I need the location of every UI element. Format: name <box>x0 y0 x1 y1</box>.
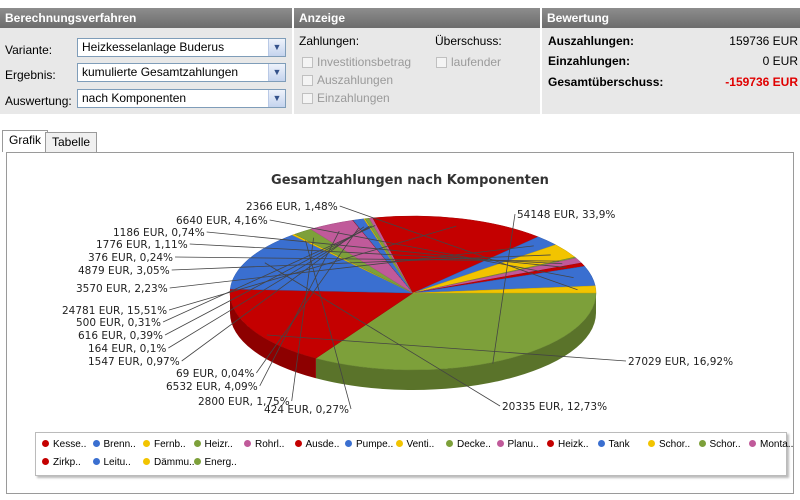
auszahlungen-label: Auszahlungen <box>317 73 394 87</box>
legend-item: Fernb.. <box>143 438 186 452</box>
legend-item: Monta.. <box>749 438 793 452</box>
chevron-down-icon[interactable]: ▼ <box>268 90 285 107</box>
legend-swatch <box>395 440 403 447</box>
legend-label: Planu.. <box>507 439 539 450</box>
legend-label: Decke.. <box>457 439 491 450</box>
zahlungen-label: Zahlungen: <box>299 34 360 48</box>
chart-legend: Kesse.. Brenn.. Fernb.. Heizr.. Rohrl.. Ausde… <box>35 432 793 476</box>
legend-label: Heizk.. <box>558 439 589 450</box>
legend-item: Rohrl.. <box>244 438 284 452</box>
legend-item: Venti.. <box>395 438 435 452</box>
auswertung-select[interactable]: nach Komponenten ▼ <box>77 89 286 108</box>
legend-label: Rohrl.. <box>255 439 285 450</box>
ueberschuss-label: Überschuss: <box>435 34 502 48</box>
legend-label: Zirkp.. <box>53 457 81 468</box>
laufender-label: laufender <box>451 55 502 69</box>
legend-item: Zirkp.. <box>42 456 81 470</box>
section-header-berechnung: Berechnungsverfahren <box>0 8 292 28</box>
tab-grafik[interactable]: Grafik <box>2 130 49 152</box>
legend-item: Pumpe.. <box>345 438 393 452</box>
auszahlungen-checkbox[interactable]: Auszahlungen <box>302 73 393 89</box>
auszahlungen-total-label: Auszahlungen: <box>548 34 634 48</box>
legend-label: Ausde.. <box>305 439 340 450</box>
chevron-down-icon[interactable]: ▼ <box>268 39 285 56</box>
legend-swatch <box>143 440 150 447</box>
legend-swatch <box>244 440 251 447</box>
ergebnis-value: kumulierte Gesamtzahlungen <box>82 65 239 79</box>
legend-swatch <box>597 440 605 447</box>
legend-label: Dämmu.. <box>154 457 195 468</box>
legend-swatch <box>749 440 756 447</box>
legend-label: Schor.. <box>659 439 691 450</box>
legend-swatch <box>648 440 655 447</box>
legend-item: Heizk.. <box>547 438 589 452</box>
variante-label: Variante: <box>5 43 53 57</box>
auswertung-label: Auswertung: <box>5 94 72 108</box>
legend-item: Decke.. <box>446 438 491 452</box>
variante-value: Heizkesselanlage Buderus <box>82 40 225 54</box>
legend-item: Ausde.. <box>294 438 340 452</box>
legend-item: Dämmu.. <box>143 456 195 470</box>
anzeige-panel: Zahlungen: Überschuss: Investitionsbetra… <box>294 28 540 114</box>
einzahlungen-total-label: Einzahlungen: <box>548 54 630 68</box>
legend-swatch <box>92 458 100 465</box>
legend-item: Leitu.. <box>92 456 131 470</box>
section-header-bewertung: Bewertung <box>542 8 800 28</box>
legend-label: Energ.. <box>204 457 237 468</box>
legend-swatch <box>92 440 100 447</box>
legend-swatch <box>143 458 150 465</box>
legend-label: Monta.. <box>760 439 794 450</box>
legend-item: Brenn.. <box>92 438 136 452</box>
berechnung-panel: Variante: Heizkesselanlage Buderus ▼ Erg… <box>0 28 292 114</box>
variante-select[interactable]: Heizkesselanlage Buderus ▼ <box>77 38 286 57</box>
legend-swatch <box>42 440 49 447</box>
legend-item: Schor.. <box>698 438 741 452</box>
legend-swatch <box>193 440 201 447</box>
legend-swatch <box>42 458 49 465</box>
legend-label: Fernb.. <box>154 439 186 450</box>
chevron-down-icon[interactable]: ▼ <box>268 64 285 81</box>
legend-item: Tank <box>597 438 630 452</box>
einzahlungen-total-value: 0 EUR <box>762 54 798 68</box>
legend-swatch <box>547 440 554 447</box>
legend-swatch <box>698 440 706 447</box>
legend-item: Heizr.. <box>193 438 233 452</box>
auswertung-value: nach Komponenten <box>82 91 187 105</box>
legend-label: Leitu.. <box>103 457 131 468</box>
auszahlungen-total-value: 159736 EUR <box>729 34 798 48</box>
legend-label: Brenn.. <box>103 439 136 450</box>
einzahlungen-checkbox[interactable]: Einzahlungen <box>302 91 390 107</box>
legend-swatch <box>345 440 352 447</box>
legend-item: Kesse.. <box>42 438 86 452</box>
laufender-checkbox[interactable]: laufender <box>436 55 501 71</box>
legend-item: Planu.. <box>496 438 539 452</box>
ergebnis-label: Ergebnis: <box>5 68 56 82</box>
legend-label: Kesse.. <box>53 439 87 450</box>
legend-swatch <box>496 440 504 447</box>
legend-swatch <box>294 440 302 447</box>
legend-label: Heizr.. <box>204 439 233 450</box>
legend-label: Venti.. <box>406 439 435 450</box>
legend-label: Tank <box>608 439 630 450</box>
gesamtueberschuss-value: -159736 EUR <box>725 75 798 89</box>
gesamtueberschuss-label: Gesamtüberschuss: <box>548 75 664 89</box>
legend-item: Energ.. <box>193 456 237 470</box>
legend-label: Schor.. <box>709 439 741 450</box>
investitionsbetrag-checkbox[interactable]: Investitionsbetrag <box>302 55 411 71</box>
ergebnis-select[interactable]: kumulierte Gesamtzahlungen ▼ <box>77 63 286 82</box>
legend-item: Schor.. <box>648 438 690 452</box>
tab-tabelle[interactable]: Tabelle <box>45 132 98 152</box>
legend-label: Pumpe.. <box>356 439 394 450</box>
investitionsbetrag-label: Investitionsbetrag <box>317 55 412 69</box>
legend-swatch <box>446 440 453 447</box>
einzahlungen-label: Einzahlungen <box>317 91 390 105</box>
legend-swatch <box>193 458 201 465</box>
section-header-anzeige: Anzeige <box>294 8 540 28</box>
bewertung-panel: Auszahlungen: 159736 EUR Einzahlungen: 0… <box>542 28 800 114</box>
